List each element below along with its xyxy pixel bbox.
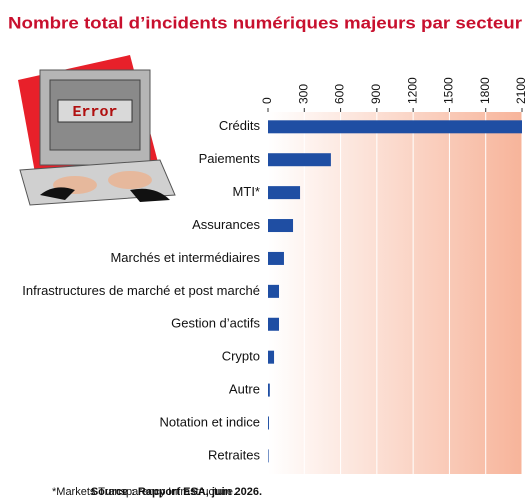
y-tick-label: Assurances [192, 217, 260, 232]
bar [268, 219, 294, 233]
y-tick-label: Crédits [219, 118, 261, 133]
source: Source : Rapport ESA, juin 2026. [91, 486, 262, 498]
x-tick-label: 1500 [442, 77, 456, 104]
y-tick-label: MTI* [233, 184, 260, 199]
x-tick-label: 0 [260, 97, 274, 104]
x-tick-label: 600 [333, 84, 347, 104]
bar [268, 120, 522, 134]
bar [268, 284, 280, 298]
x-tick-label: 300 [296, 84, 310, 104]
x-tick-label: 1200 [405, 77, 419, 104]
bar [268, 383, 270, 397]
bar [268, 251, 284, 265]
bar [268, 416, 269, 430]
bar [268, 317, 280, 331]
y-tick-label: Marchés et intermédiaires [110, 250, 260, 265]
y-tick-label: Crypto [222, 349, 260, 364]
y-tick-label: Autre [229, 382, 260, 397]
x-tick-label: 900 [369, 84, 383, 104]
x-tick-label: 2100 [514, 77, 528, 104]
y-tick-label: Notation et indice [160, 414, 260, 429]
bar [268, 350, 275, 364]
bar [268, 449, 269, 463]
bar [268, 153, 331, 167]
y-tick-label: Retraites [208, 447, 261, 462]
illustration: Error [18, 55, 176, 206]
chart-title: Nombre total d’incidents numériques maje… [8, 13, 522, 32]
plot-background [268, 112, 522, 474]
footnote: *Markets Transparency Infrastructure. [52, 486, 236, 498]
bar [268, 186, 301, 200]
x-tick-label: 1800 [478, 77, 492, 104]
y-tick-label: Paiements [199, 151, 261, 166]
y-tick-label: Gestion d’actifs [171, 316, 260, 331]
screen-text: Error [72, 104, 117, 121]
y-tick-label: Infrastructures de marché et post marché [22, 283, 260, 298]
